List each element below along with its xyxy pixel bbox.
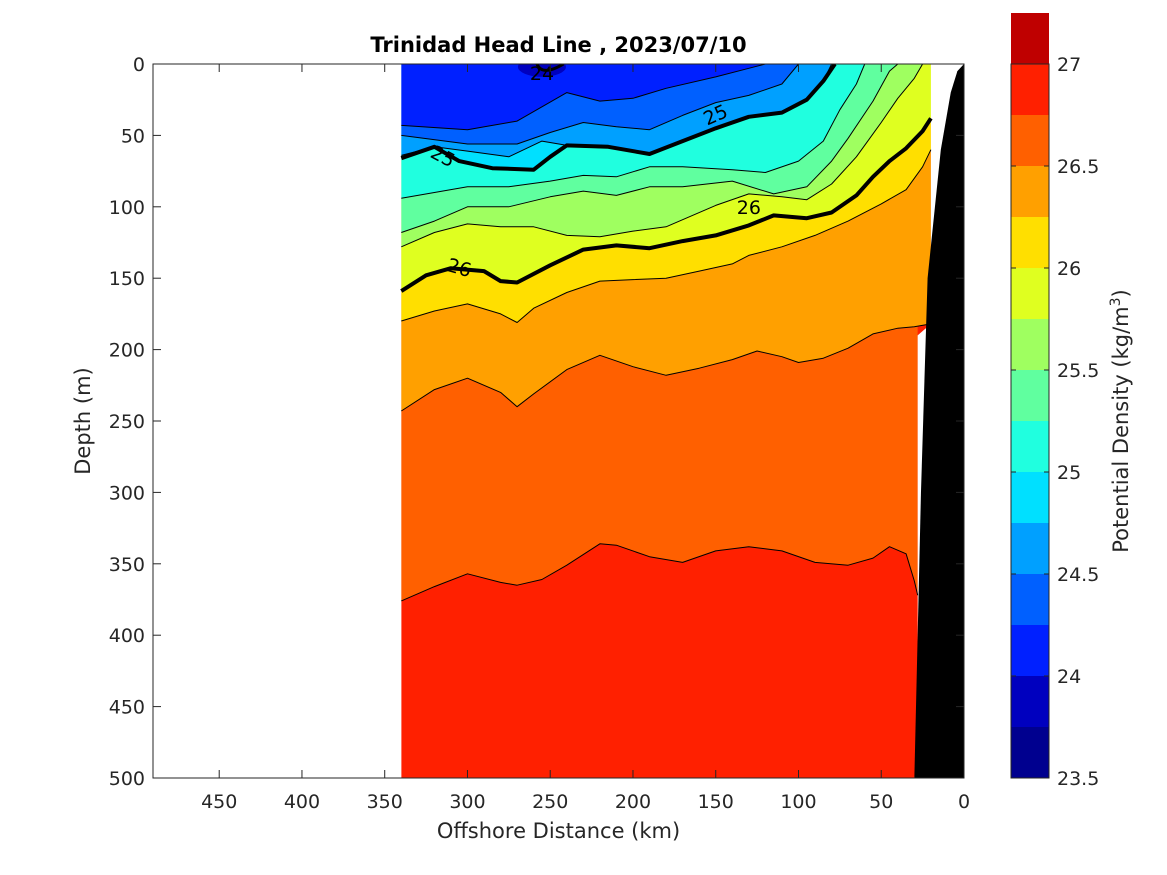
- colorbar-swatch: [1011, 421, 1049, 472]
- colorbar-swatch: [1011, 523, 1049, 574]
- contour-label-text: 24: [530, 63, 554, 85]
- colorbar-swatch: [1011, 625, 1049, 676]
- isopycnal-25.75: [401, 64, 924, 248]
- colorbar-swatch: [1011, 166, 1049, 217]
- colorbar-swatch: [1011, 472, 1049, 523]
- colorbar-swatch: [1011, 319, 1049, 370]
- seafloor-polygon: [914, 64, 964, 778]
- colorbar-swatch: [1011, 64, 1049, 115]
- y-tick-label: 150: [109, 268, 145, 290]
- density-band: [401, 64, 766, 130]
- colorbar-swatch: [1011, 13, 1049, 64]
- contour-label-24: 24: [530, 63, 554, 85]
- x-tick-label: 100: [780, 791, 816, 813]
- isopycnal-25: [400, 64, 837, 172]
- isopycnal-26.75: [401, 543, 919, 602]
- colorbar-label: Potential Density (kg/m3): [1108, 289, 1133, 553]
- no-data-offshore: [153, 64, 402, 778]
- colorbar-tick-label: 25: [1057, 462, 1081, 484]
- colorbar-label-main: Potential Density (kg/m: [1109, 306, 1133, 552]
- x-tick-label: 250: [532, 791, 568, 813]
- isopycnal-lines: [400, 64, 933, 602]
- y-tick-label: 0: [133, 54, 145, 76]
- isopycnal-26: [400, 117, 933, 293]
- y-tick-label: 250: [109, 411, 145, 433]
- axes: 450 400 350 300 250 200 150 100 50 00501001502002…: [109, 54, 970, 813]
- y-tick-label: 50: [121, 125, 145, 147]
- x-tick-label: 150: [698, 791, 734, 813]
- colorbar-frame: [1010, 63, 1050, 779]
- y-tick-label: 300: [109, 482, 145, 504]
- x-axis-label: Offshore Distance (km): [437, 819, 680, 843]
- y-tick-label: 450: [109, 697, 145, 719]
- isopycnal-25.25: [401, 64, 866, 199]
- x-tick-label: 0: [958, 791, 970, 813]
- isopycnal-25.5: [401, 64, 899, 233]
- y-axis-label: Depth (m): [71, 367, 95, 474]
- isopycnal-24.5: [401, 64, 799, 145]
- colorbar-tick-label: 23.5: [1057, 768, 1099, 790]
- contour-label-26: 26: [737, 197, 761, 219]
- colorbar-swatch: [1011, 115, 1049, 166]
- chart-title: Trinidad Head Line , 2023/07/10: [370, 33, 746, 57]
- colorbar-swatch: [1011, 574, 1049, 625]
- colorbar-swatch: [1011, 727, 1049, 778]
- x-tick-label: 50: [869, 791, 893, 813]
- colorbar-swatch: [1011, 370, 1049, 421]
- colorbar-tick-label: 26.5: [1057, 156, 1099, 178]
- colorbar-tick-label: 26: [1057, 258, 1081, 280]
- colorbar-tick-label: 27: [1057, 54, 1081, 76]
- seafloor-bathymetry: [914, 64, 964, 778]
- x-tick-label: 200: [615, 791, 651, 813]
- colorbar-tick-label: 25.5: [1057, 360, 1099, 382]
- colorbar-swatch: [1011, 217, 1049, 268]
- colorbar: 23.5 24 24.5 25 25.5 26 26.5 27: [1010, 13, 1099, 790]
- isopycnal-26.5: [401, 323, 931, 412]
- colorbar-label-exponent: 3: [1108, 297, 1124, 306]
- y-tick-label: 400: [109, 625, 145, 647]
- colorbar-tick-label: 24.5: [1057, 564, 1099, 586]
- colorbar-label-tail: ): [1109, 289, 1133, 297]
- x-tick-label: 300: [449, 791, 485, 813]
- y-tick-label: 350: [109, 554, 145, 576]
- colorbar-swatch: [1011, 676, 1049, 727]
- isopycnal-24.25: [401, 64, 766, 131]
- colorbar-tick-label: 24: [1057, 666, 1081, 688]
- y-tick-label: 200: [109, 340, 145, 362]
- y-tick-label: 100: [109, 197, 145, 219]
- x-tick-label: 350: [367, 791, 403, 813]
- contour-label-text: 26: [737, 197, 761, 219]
- isopycnal-24: [535, 64, 565, 72]
- y-tick-label: 500: [109, 768, 145, 790]
- isopycnal-26.25: [401, 149, 932, 323]
- x-tick-label: 450: [201, 791, 237, 813]
- density-fill-layer: [153, 64, 941, 778]
- colorbar-swatch: [1011, 268, 1049, 319]
- x-tick-label: 400: [284, 791, 320, 813]
